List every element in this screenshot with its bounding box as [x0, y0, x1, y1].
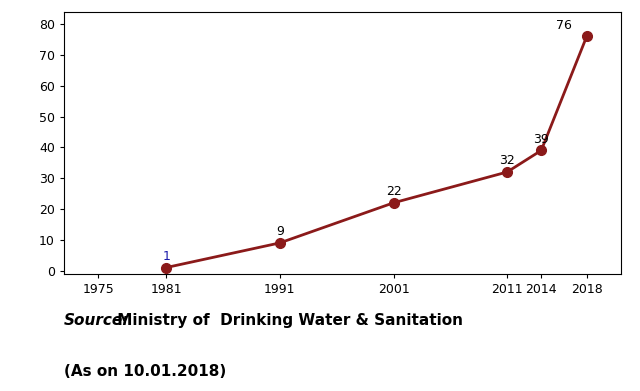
Text: 9: 9 [276, 225, 284, 238]
Text: 39: 39 [533, 133, 549, 146]
Text: Ministry of  Drinking Water & Sanitation: Ministry of Drinking Water & Sanitation [112, 313, 463, 328]
Text: 32: 32 [499, 154, 515, 167]
Text: 22: 22 [386, 185, 401, 198]
Text: Source:: Source: [64, 313, 129, 328]
Text: 1: 1 [163, 250, 170, 263]
Text: 76: 76 [556, 19, 572, 32]
Text: (As on 10.01.2018): (As on 10.01.2018) [64, 364, 227, 378]
